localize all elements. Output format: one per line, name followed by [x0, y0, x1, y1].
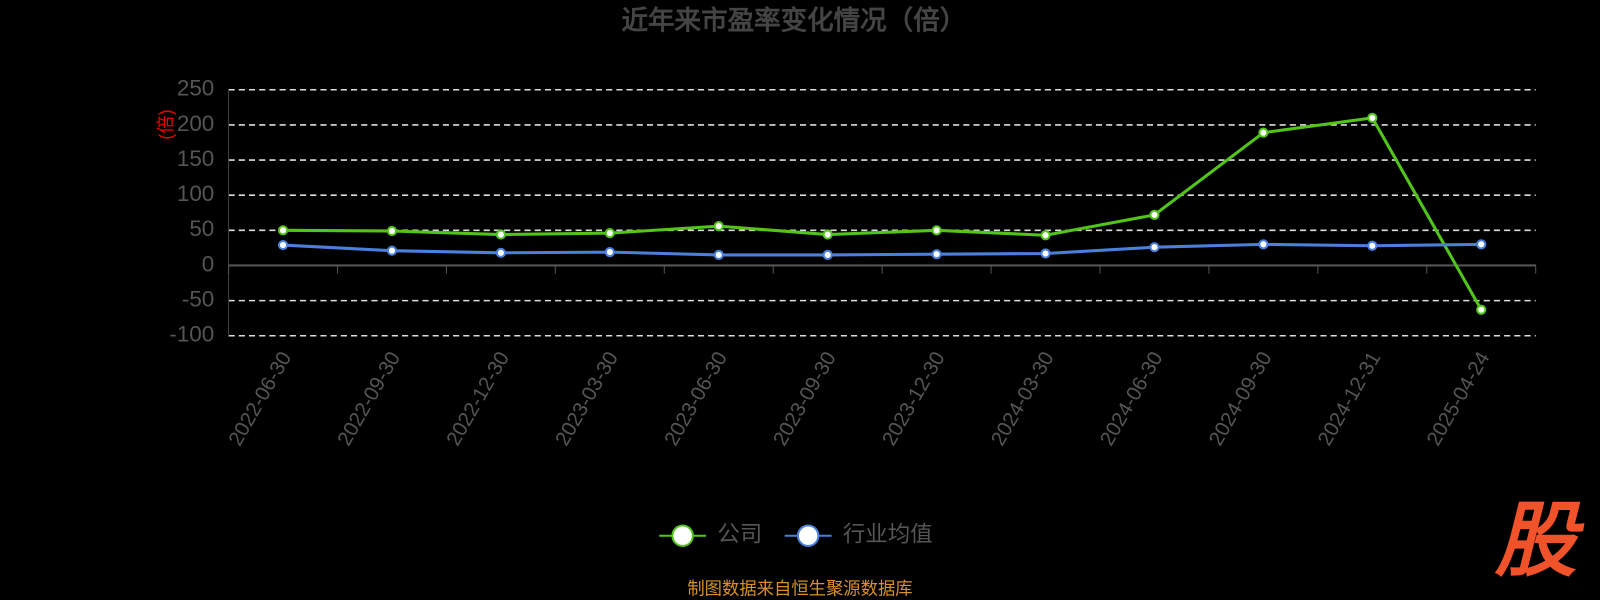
data-point — [931, 225, 942, 236]
data-point — [277, 225, 289, 236]
legend-marker — [796, 524, 820, 547]
data-point — [1258, 127, 1269, 138]
legend-item[interactable]: 公司 — [659, 522, 762, 547]
data-point — [495, 247, 506, 258]
series-line — [282, 242, 1482, 257]
source-note: 制图数据来自恒生聚源数据库 — [687, 578, 912, 598]
data-point — [1476, 239, 1487, 250]
data-point — [1040, 248, 1051, 259]
x-tick-label: 2024-03-30 — [987, 348, 1058, 449]
data-point — [1149, 209, 1160, 220]
data-point — [1367, 112, 1378, 124]
data-point — [386, 225, 398, 237]
legend-label: 公司 — [717, 522, 762, 547]
x-tick-label: 2023-03-30 — [552, 348, 623, 449]
y-tick-label: 150 — [177, 146, 214, 171]
y-tick-label: 200 — [177, 111, 214, 136]
x-tick-label: 2025-04-24 — [1423, 348, 1494, 449]
y-tick-label: 100 — [177, 181, 214, 206]
series-line — [283, 116, 1483, 311]
y-tick-label: 50 — [189, 216, 214, 241]
data-point — [604, 246, 615, 258]
data-point — [1149, 242, 1160, 253]
data-point — [713, 249, 724, 261]
x-tick-label: 2022-12-30 — [443, 348, 514, 449]
data-point — [1367, 240, 1378, 251]
x-tick-label: 2023-06-30 — [661, 348, 732, 449]
x-tick-label: 2024-09-30 — [1205, 348, 1276, 449]
x-tick-label: 2024-06-30 — [1096, 348, 1167, 449]
x-tick-label: 2022-09-30 — [334, 348, 405, 449]
legend-marker — [671, 524, 694, 547]
x-tick-label: 2023-09-30 — [770, 348, 841, 449]
logo: 股 — [1494, 496, 1585, 587]
x-tick-label: 2022-06-30 — [225, 348, 296, 449]
data-point — [277, 239, 289, 251]
chart-title: 近年来市盈率变化情况（倍） — [622, 5, 967, 35]
data-point — [931, 249, 942, 260]
data-point — [822, 229, 833, 240]
y-tick-label: 250 — [177, 76, 214, 101]
data-point — [1476, 304, 1487, 315]
y-tick-label: -100 — [169, 322, 214, 347]
y-axis-title: (倍) — [155, 109, 176, 140]
data-point — [1040, 230, 1051, 241]
data-point — [1258, 239, 1269, 250]
data-point — [386, 245, 398, 256]
x-tick-label: 2024-12-31 — [1314, 348, 1385, 449]
y-tick-label: 0 — [202, 251, 214, 276]
data-point — [495, 229, 506, 240]
legend-item[interactable]: 行业均值 — [784, 522, 933, 547]
data-point — [713, 221, 724, 232]
data-point — [822, 249, 833, 261]
legend-label: 行业均值 — [843, 522, 933, 547]
x-tick-label: 2023-12-30 — [878, 348, 949, 449]
data-point — [604, 228, 615, 239]
y-tick-label: -50 — [182, 287, 214, 312]
